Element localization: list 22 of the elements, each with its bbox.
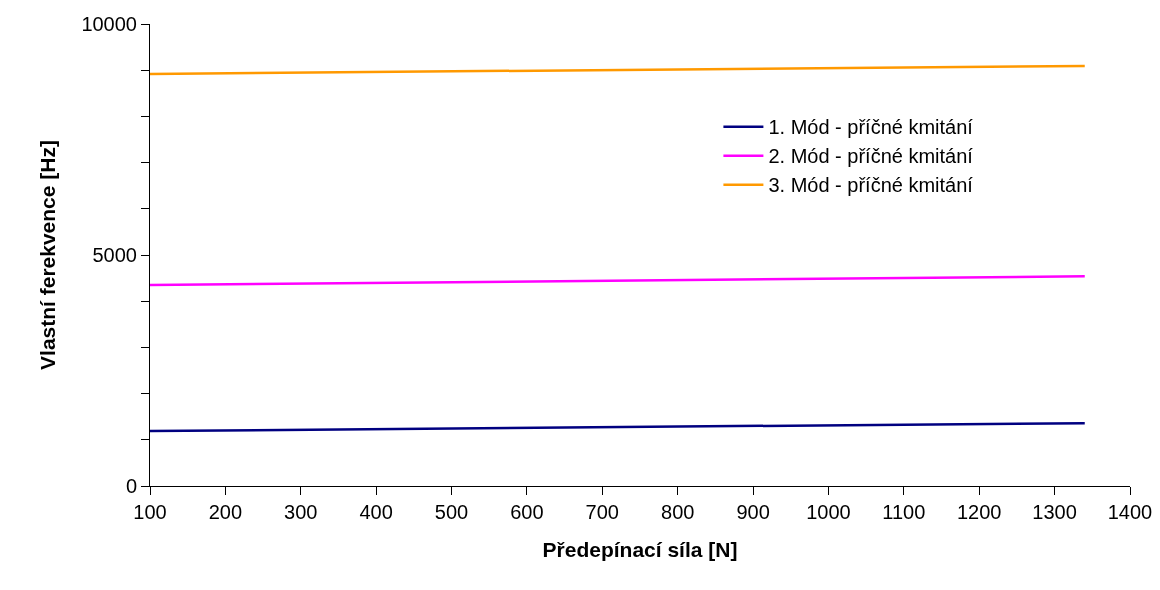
x-tick-label: 1300 [1032,501,1077,523]
x-axis-title: Předepínací síla [N] [542,538,738,562]
legend-label: 1. Mód - příčné kmitání [768,116,974,139]
x-tick-label: 200 [208,501,243,523]
x-tick-label: 400 [359,501,393,523]
y-tick-label: 0 [125,475,137,497]
x-tick-label: 900 [736,501,770,523]
x-tick-label: 1400 [1107,501,1153,523]
y-tick-label: 5000 [92,244,137,266]
x-tick-label: 1100 [882,501,926,523]
x-tick-label: 1200 [956,501,1002,523]
x-tick-label: 500 [434,501,469,523]
x-tick-label: 700 [585,501,619,523]
x-tick-label: 1000 [806,501,851,523]
legend-label: 2. Mód - příčné kmitání [768,145,974,168]
legend-label: 3. Mód - příčné kmitání [768,174,974,197]
x-tick-label: 800 [661,501,695,523]
y-axis-title: Vlastní ferekvence [Hz] [35,140,59,370]
x-tick-label: 100 [133,501,167,523]
y-tick-label: 10000 [81,13,137,35]
x-tick-label: 300 [284,501,318,523]
x-tick-label: 600 [510,501,544,523]
